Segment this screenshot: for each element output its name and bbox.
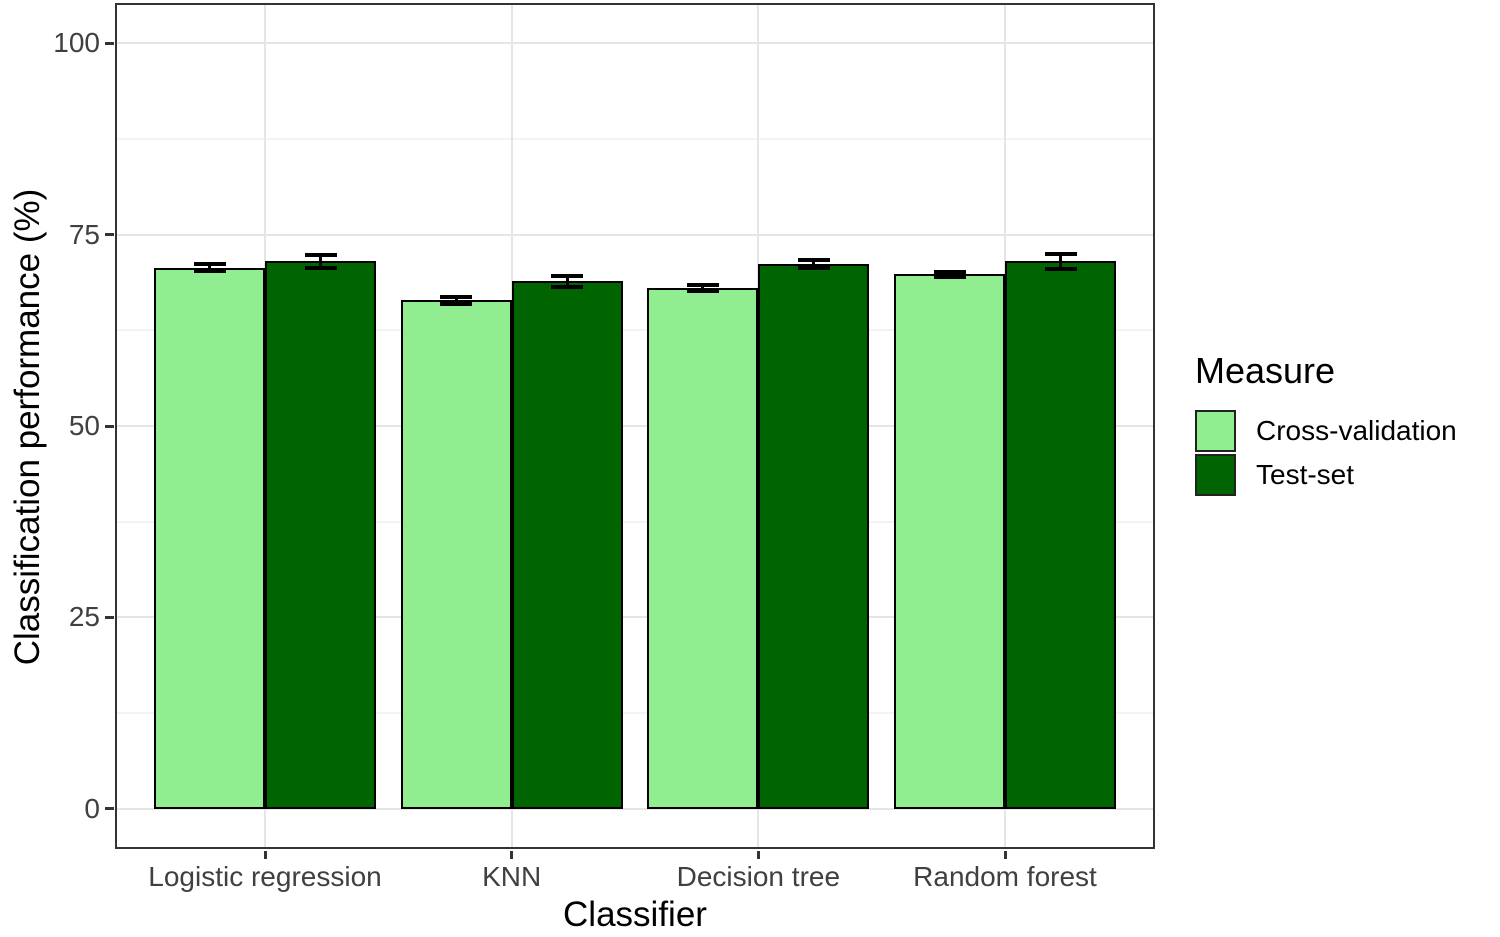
gridline-major: [117, 807, 1153, 810]
error-bar-cap: [304, 252, 337, 257]
legend-label: Cross-validation: [1256, 415, 1457, 446]
x-axis-tick: [1003, 851, 1007, 859]
error-bar-cap: [440, 295, 473, 300]
error-bar-cap: [797, 265, 830, 270]
x-tick-label: Logistic regression: [148, 861, 382, 892]
error-bar-stem: [948, 272, 951, 277]
gridline-major: [117, 425, 1153, 427]
gridline-minor: [117, 137, 1153, 140]
error-bar-stem: [319, 254, 322, 269]
legend-keys: Cross-validation Test-set: [1185, 410, 1500, 496]
y-axis-tick: [105, 424, 114, 428]
error-bar-cap: [1044, 251, 1077, 256]
legend-label: Test-set: [1256, 459, 1355, 490]
error-bar-cap: [797, 257, 830, 262]
legend: Measure Cross-validation Test-set: [1185, 350, 1500, 498]
error-bar-stem: [1059, 253, 1062, 270]
bar-layer: [117, 5, 1153, 847]
error-bar-stem: [208, 264, 211, 271]
error-bar-cap: [440, 301, 473, 306]
error-bar-cap: [551, 273, 584, 278]
x-axis-tick: [263, 851, 267, 859]
x-axis-tick: [756, 851, 760, 859]
y-axis-tick: [105, 615, 114, 619]
y-tick-label: 100: [53, 27, 100, 59]
x-axis-tick: [510, 851, 514, 859]
bar-test-set-2: [511, 281, 623, 809]
error-bar-cap: [933, 270, 966, 275]
plot-panel: [115, 3, 1155, 849]
error-bar-cap: [686, 283, 719, 288]
bar-cross-validation-4: [894, 274, 1005, 809]
error-bar-stem: [454, 297, 458, 304]
bar-test-set-3: [758, 263, 870, 809]
x-tick-label: KNN: [482, 861, 542, 892]
legend-key: Test-set: [1185, 454, 1500, 496]
bar-cross-validation-3: [647, 288, 759, 809]
y-axis-title: Classification performance (%): [8, 188, 47, 666]
error-bar-stem: [701, 285, 705, 292]
x-tick-label: Random forest: [913, 861, 1097, 892]
error-bar-cap: [193, 268, 226, 273]
error-bar-cap: [193, 262, 226, 267]
legend-title: Measure: [1195, 350, 1336, 391]
error-bar-cap: [1044, 267, 1077, 272]
y-tick-label: 0: [84, 792, 100, 824]
y-axis-tick: [105, 41, 114, 45]
x-axis-title: Classifier: [563, 895, 707, 934]
gridline-major: [117, 616, 1153, 619]
x-tick-label: Decision tree: [676, 861, 841, 892]
y-tick-label: 75: [68, 218, 100, 250]
y-axis-tick: [105, 807, 114, 811]
legend-swatch-test-set: [1195, 454, 1236, 496]
gridline-major: [117, 42, 1153, 45]
legend-swatch-cross-validation: [1195, 410, 1236, 452]
error-bar-cap: [551, 284, 584, 289]
error-bar-cap: [686, 289, 719, 294]
gridline-minor: [117, 329, 1153, 332]
legend-key: Cross-validation: [1185, 410, 1500, 452]
y-axis-tick: [105, 233, 114, 237]
bar-test-set-4: [1005, 261, 1116, 809]
gridline-major: [117, 233, 1153, 236]
bar-test-set-1: [265, 261, 376, 809]
error-bar-cap: [933, 274, 966, 279]
bar-cross-validation-1: [154, 267, 265, 809]
error-bar-cap: [304, 266, 337, 271]
bar-cross-validation-2: [400, 300, 512, 809]
y-tick-label: 25: [68, 601, 100, 633]
gridline-minor: [117, 520, 1153, 523]
error-bar-stem: [565, 275, 569, 287]
gridline-minor: [117, 712, 1153, 715]
y-tick-label: 50: [68, 410, 100, 441]
error-bar-stem: [812, 259, 816, 268]
